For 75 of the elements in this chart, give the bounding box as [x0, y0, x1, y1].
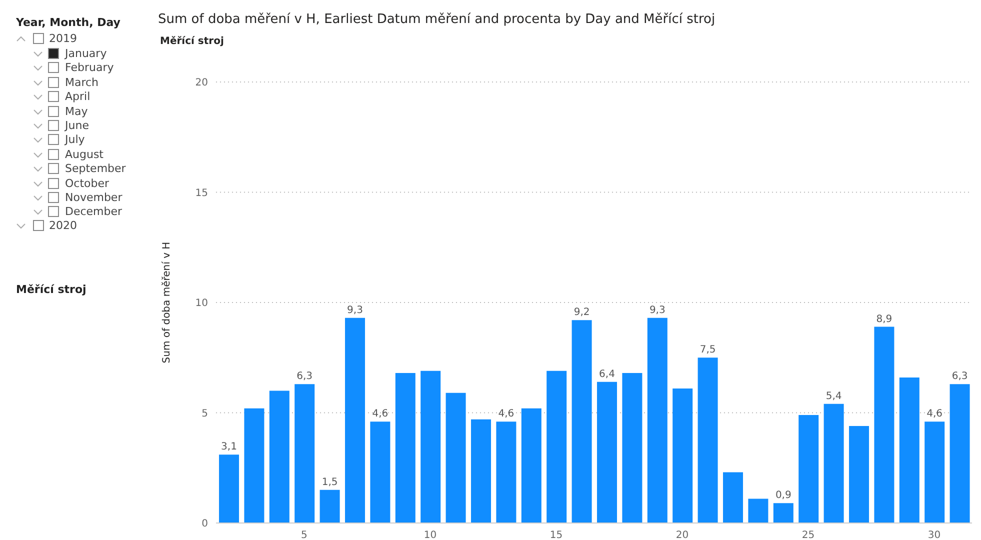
text: December [65, 205, 122, 218]
data-label: 8,9 [876, 314, 892, 325]
bar [924, 422, 945, 523]
bar [672, 388, 693, 523]
legend-title: Měřící stroj [160, 36, 224, 47]
y-axis-title: Sum of doba měření v H [162, 242, 173, 364]
bar [647, 318, 668, 523]
bar [446, 392, 466, 523]
text: January [65, 47, 107, 60]
bar [899, 377, 920, 523]
y-tick-label: 15 [195, 188, 208, 199]
bar [395, 373, 416, 523]
text: August [65, 148, 104, 161]
bar [320, 490, 340, 523]
y-tick-label: 0 [202, 518, 208, 530]
data-label: 9,2 [574, 307, 590, 318]
bar [370, 422, 390, 523]
data-label: 7,5 [700, 344, 716, 356]
bar [219, 454, 239, 523]
bar [521, 408, 542, 523]
bar [950, 384, 970, 523]
data-label: 6,3 [296, 371, 313, 382]
bar [471, 419, 491, 523]
data-label: 3,1 [221, 442, 237, 453]
bar [849, 426, 869, 523]
bar [698, 358, 718, 523]
bar [622, 373, 642, 523]
bar [748, 498, 768, 523]
x-tick-label: 10 [424, 530, 437, 540]
y-tick-label: 10 [195, 298, 208, 310]
data-label: 0,9 [775, 490, 792, 502]
chart-title: Sum of doba měření v H, Earliest Datum měření and procenta by Day and Měřící stroj [158, 12, 716, 27]
bar [345, 318, 365, 523]
bar [496, 422, 516, 523]
data-label: 6,3 [952, 371, 968, 382]
x-tick-label: 5 [301, 530, 308, 540]
text: 2019 [49, 32, 77, 45]
bar [824, 404, 844, 523]
bar [597, 382, 617, 523]
bar [244, 408, 264, 523]
text: 2020 [49, 219, 77, 232]
data-label: 9,3 [347, 304, 363, 316]
bar [723, 472, 743, 523]
bar [420, 370, 441, 523]
y-tick-label: 20 [195, 78, 208, 89]
data-label: 4,6 [498, 408, 514, 420]
bar [294, 384, 315, 523]
bar [572, 320, 592, 523]
text: July [65, 133, 85, 146]
x-tick-label: 15 [550, 530, 563, 540]
text: April [65, 90, 90, 104]
text: Měřící stroj [16, 283, 86, 296]
data-label: 4,6 [926, 408, 943, 420]
text: October [65, 176, 110, 190]
x-tick-label: 30 [928, 530, 941, 540]
text: November [65, 191, 122, 204]
data-label: 6,4 [599, 368, 615, 380]
data-label: 5,4 [826, 390, 842, 402]
bar [546, 370, 567, 523]
data-label: 1,5 [322, 476, 338, 488]
bar [773, 503, 794, 523]
text: Year, Month, Day [16, 16, 120, 29]
x-tick-label: 20 [676, 530, 689, 540]
bar [798, 414, 819, 523]
data-label: 4,6 [372, 408, 388, 420]
text: May [65, 104, 88, 118]
y-tick-label: 5 [202, 408, 208, 420]
text: February [65, 61, 114, 74]
text: June [65, 119, 89, 132]
bar [269, 390, 290, 523]
bar [874, 326, 894, 523]
text: September [65, 162, 126, 176]
text: March [65, 76, 99, 89]
x-tick-label: 25 [802, 530, 815, 540]
data-label: 9,3 [649, 304, 666, 316]
